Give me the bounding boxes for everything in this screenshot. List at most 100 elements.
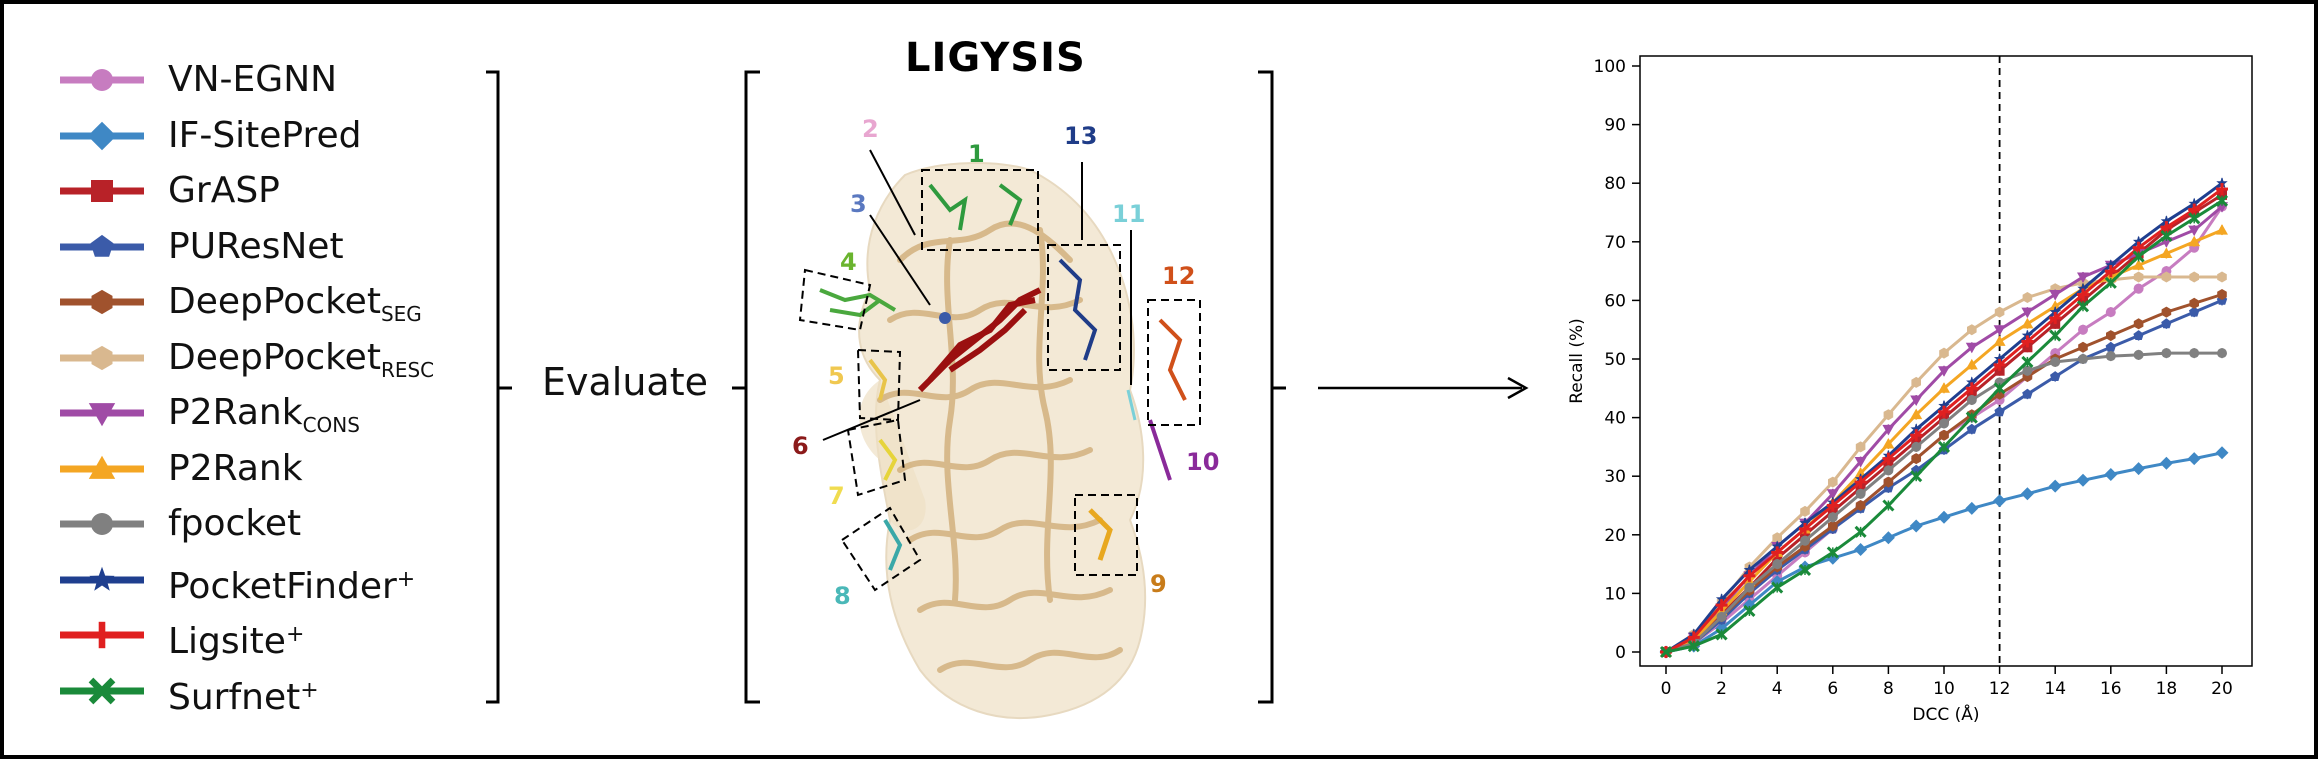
legend-item: DeepPocketSEG (52, 277, 492, 327)
legend-label: DeepPocketSEG (168, 281, 422, 326)
data-point (1911, 376, 1921, 388)
legend-label: Ligsite+ (168, 621, 305, 662)
legend-marker-hexagon (91, 345, 113, 370)
data-point (1966, 423, 1977, 434)
data-point (1771, 540, 1783, 552)
x-tick-label: 2 (1716, 679, 1727, 699)
x-tick-label: 10 (1933, 679, 1955, 699)
legend-item: PocketFinder+ (52, 555, 492, 607)
x-tick-label: 0 (1661, 679, 1672, 699)
structure-title: LIGYSIS (905, 35, 1086, 81)
legend-swatch (60, 621, 144, 649)
x-tick-label: 4 (1772, 679, 1783, 699)
site-label-8: 8 (834, 582, 851, 610)
x-axis-label: DCC (Å) (1912, 703, 1979, 725)
data-point (1965, 358, 1978, 370)
data-point (1911, 441, 1922, 452)
y-axis-label: Recall (%) (1567, 318, 1587, 404)
data-point (2105, 307, 2116, 318)
y-tick-label: 60 (1604, 291, 1626, 311)
site-label-1: 1 (968, 140, 985, 168)
data-point (2217, 289, 2227, 300)
data-point (2188, 225, 2201, 237)
legend-label: P2Rank (168, 447, 303, 489)
site-boxes (798, 169, 1201, 592)
data-point (1909, 519, 1923, 533)
data-point (1772, 559, 1783, 570)
data-point (1993, 325, 2006, 336)
data-point (2104, 467, 2118, 481)
data-point (1966, 395, 1977, 406)
x-tick-label: 20 (2211, 679, 2233, 699)
data-point (1826, 499, 1839, 512)
legend-label: PUResNet (168, 225, 344, 267)
data-point (2022, 292, 2033, 303)
y-tick-label: 10 (1604, 584, 1626, 604)
data-point (2160, 247, 2173, 259)
y-tick-label: 70 (1604, 233, 1626, 253)
data-point (1687, 640, 1700, 653)
data-point (2133, 271, 2144, 283)
data-point (1798, 563, 1812, 577)
legend-swatch (60, 513, 144, 535)
data-point (2161, 348, 2172, 359)
legend-label: DeepPocketRESC (168, 336, 435, 382)
data-point (1911, 453, 1921, 465)
site-pointers (822, 149, 1132, 441)
data-point (2187, 452, 2201, 466)
series-if-sitepred (1659, 446, 2229, 659)
legend-item: P2RankCONS (52, 388, 492, 438)
data-point (2188, 235, 2201, 247)
data-point (1882, 437, 1895, 449)
data-point (2105, 351, 2116, 362)
legend-marker-circle (91, 69, 113, 91)
legend-label: Surfnet+ (168, 676, 319, 718)
data-point (2160, 229, 2173, 243)
legend-swatch (60, 566, 144, 591)
data-point (2215, 446, 2229, 460)
legend-item: DeepPocketRESC (52, 333, 492, 383)
ligand-12 (1158, 318, 1187, 401)
legend-marker-square (91, 180, 113, 202)
data-point (2105, 259, 2117, 271)
data-point (2132, 250, 2145, 263)
site-label-4: 4 (840, 248, 857, 276)
data-point (2189, 348, 2200, 359)
series-fpocket (1661, 348, 2227, 657)
data-point (2104, 265, 2117, 278)
data-point (2020, 487, 2034, 501)
data-point (2189, 297, 2199, 309)
data-point (1965, 501, 1979, 515)
legend-swatch (60, 121, 144, 150)
legend-swatch (60, 69, 144, 91)
legend-item: PUResNet (52, 222, 492, 272)
data-point (2021, 335, 2034, 348)
data-point (1910, 429, 1923, 442)
data-point (1939, 347, 1949, 359)
data-point (2078, 341, 2088, 353)
ligand-3 (939, 312, 951, 324)
legend-marker-star (89, 566, 115, 591)
data-point (1771, 581, 1784, 594)
site-label-9: 9 (1150, 570, 1167, 598)
data-point (1937, 440, 1951, 453)
site-label-2: 2 (862, 115, 879, 143)
data-point (1855, 441, 1866, 453)
data-point (1855, 500, 1866, 511)
data-point (2189, 271, 2199, 283)
data-point (1993, 353, 2006, 364)
data-point (1965, 411, 1978, 424)
data-point (2161, 306, 2172, 318)
data-point (1716, 611, 1727, 622)
y-tick-label: 90 (1604, 116, 1626, 136)
data-point (2133, 330, 2144, 340)
data-point (2217, 271, 2227, 283)
arrow-head (1507, 376, 1529, 400)
data-point (2104, 276, 2117, 289)
data-point (1882, 424, 1895, 436)
data-point (2049, 306, 2061, 317)
ligand-5 (868, 358, 888, 401)
ligand-8 (883, 518, 903, 571)
